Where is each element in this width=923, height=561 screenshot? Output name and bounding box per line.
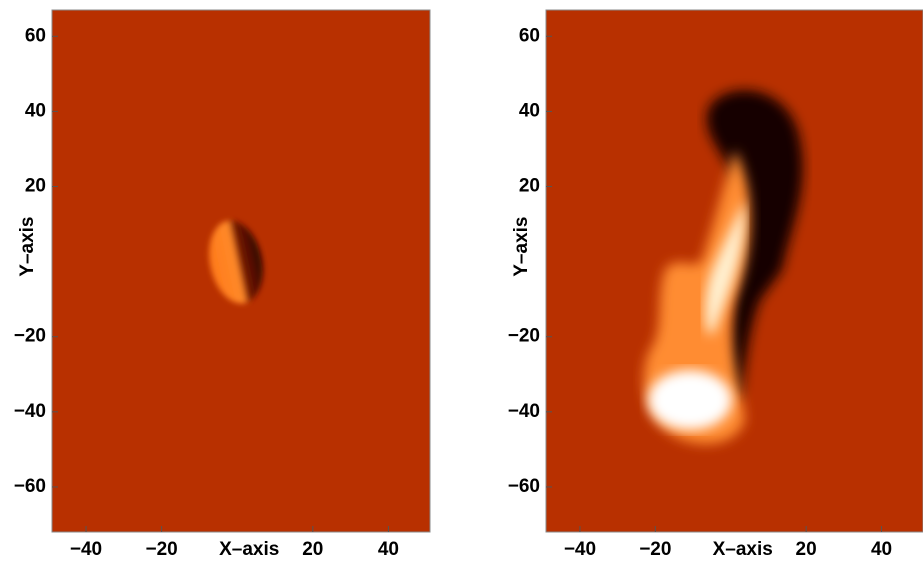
x-tick-label: −20 bbox=[639, 539, 671, 560]
bright-plume bbox=[643, 150, 751, 444]
x-tick-label: 40 bbox=[378, 539, 399, 560]
y-tick-label: 20 bbox=[519, 176, 540, 197]
blob bbox=[209, 220, 263, 304]
x-tick-label: −20 bbox=[146, 539, 178, 560]
y-tick-label: 60 bbox=[25, 25, 46, 46]
y-tick-label: 40 bbox=[519, 100, 540, 121]
x-tick-label: 20 bbox=[302, 539, 323, 560]
panel: −40 −20 20 40 60 40 20 −20 −40 −60 X–axis Y–axis bbox=[14, 9, 431, 560]
hot-core bbox=[648, 370, 732, 430]
y-tick-label: −20 bbox=[508, 326, 540, 347]
hot-streak bbox=[704, 200, 746, 335]
y-tick-label: −60 bbox=[508, 476, 540, 497]
y-axis-label: Y–axis bbox=[511, 216, 532, 276]
x-axis-label: X–axis bbox=[713, 539, 773, 560]
frame bbox=[545, 9, 923, 533]
y-tick-label: 20 bbox=[25, 176, 46, 197]
y-axis-label: Y–axis bbox=[17, 216, 38, 276]
x-axis-label: X–axis bbox=[219, 539, 279, 560]
y-tick-label: −40 bbox=[14, 401, 46, 422]
x-tick-label: 40 bbox=[871, 539, 892, 560]
y-tick-label: −60 bbox=[14, 476, 46, 497]
panel: −40 −20 20 40 60 40 20 −20 −40 −60 X–axis Y–axis bbox=[508, 9, 923, 560]
x-tick-label: −40 bbox=[564, 539, 596, 560]
frame bbox=[51, 9, 431, 533]
x-tick-label: −40 bbox=[70, 539, 102, 560]
y-tick-label: 60 bbox=[519, 25, 540, 46]
y-tick-label: −40 bbox=[508, 401, 540, 422]
y-tick-label: −20 bbox=[14, 326, 46, 347]
x-tick-label: 20 bbox=[796, 539, 817, 560]
y-tick-label: 40 bbox=[25, 100, 46, 121]
